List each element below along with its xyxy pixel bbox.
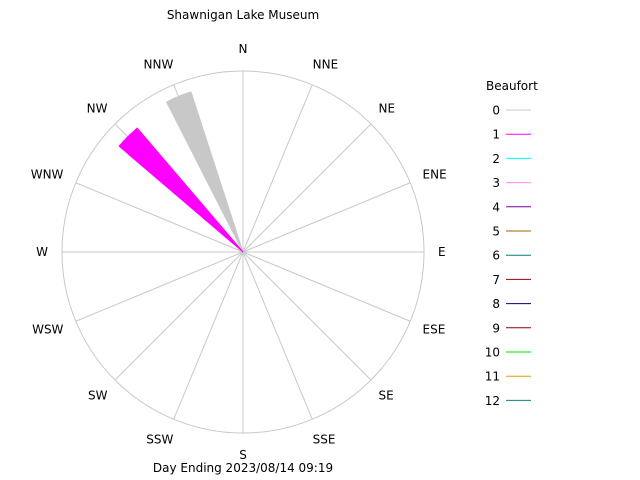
direction-label-n: N: [239, 42, 248, 56]
direction-label-nnw: NNW: [143, 57, 173, 71]
direction-label-ssw: SSW: [146, 433, 173, 447]
legend-label-0: 0: [492, 104, 500, 118]
x-axis-label: Day Ending 2023/08/14 09:19: [153, 461, 333, 475]
direction-label-sw: SW: [88, 389, 108, 403]
plot-area: N NNE NE ENE E ESE SE SSE S SSW SW WSW W WNW NW NNW: [31, 42, 447, 462]
direction-label-s: S: [239, 448, 247, 462]
direction-label-sse: SSE: [313, 433, 336, 447]
direction-label-wsw: WSW: [32, 323, 63, 337]
spoke-sse: [242, 251, 313, 420]
direction-label-nne: NNE: [313, 57, 339, 71]
direction-label-ese: ESE: [423, 323, 446, 337]
spoke-sw: [114, 251, 244, 381]
legend-title: Beaufort: [486, 79, 538, 93]
spoke-ene: [242, 182, 411, 253]
legend-label-10: 10: [485, 346, 500, 360]
direction-label-ne: NE: [379, 101, 396, 115]
wedge-nnw: [165, 91, 244, 253]
legend-label-11: 11: [485, 370, 500, 384]
spoke-ssw: [173, 251, 244, 420]
legend-label-1: 1: [492, 128, 500, 142]
legend-label-12: 12: [485, 394, 500, 408]
spoke-ese: [242, 251, 411, 322]
legend-label-6: 6: [492, 249, 500, 263]
legend-label-9: 9: [492, 321, 500, 335]
spoke-se: [242, 251, 372, 381]
spoke-ne: [242, 123, 372, 253]
legend-label-7: 7: [492, 273, 500, 287]
legend-label-8: 8: [492, 297, 500, 311]
direction-label-wnw: WNW: [31, 167, 64, 181]
legend-label-4: 4: [492, 200, 500, 214]
spoke-wsw: [75, 251, 244, 322]
spoke-wnw: [75, 182, 244, 253]
direction-label-nw: NW: [87, 101, 108, 115]
chart-title: Shawnigan Lake Museum: [167, 8, 319, 22]
wedge-nw: [118, 127, 244, 253]
direction-label-se: SE: [379, 389, 394, 403]
direction-label-w: W: [36, 245, 48, 259]
direction-label-e: E: [438, 245, 446, 259]
legend-label-5: 5: [492, 225, 500, 239]
legend-label-3: 3: [492, 176, 500, 190]
direction-label-ene: ENE: [423, 167, 447, 181]
legend-label-2: 2: [492, 152, 500, 166]
spoke-nne: [242, 84, 313, 253]
